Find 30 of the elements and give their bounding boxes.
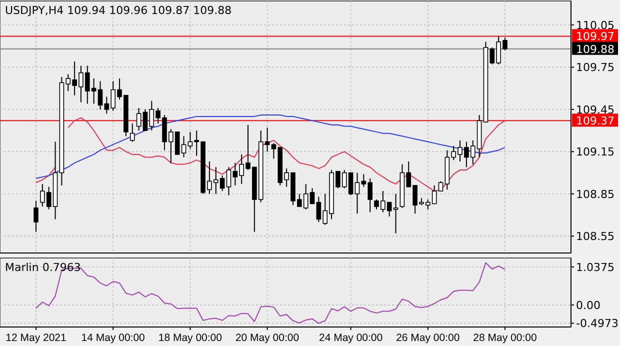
y-tick-label: 110.05 [576, 18, 614, 32]
ref-line-label: 109.97 [576, 30, 614, 44]
candlestick [34, 200, 38, 232]
y-tick-label: 109.75 [576, 61, 614, 74]
chart-title: Marlin 0.7963 [5, 261, 81, 274]
candlestick [136, 107, 142, 132]
candlestick [438, 180, 444, 192]
x-tick-label: 28 May 00:00 [473, 332, 537, 344]
candlestick [354, 172, 360, 214]
y-tick-label: 109.45 [576, 103, 614, 116]
y-tick-label: 108.55 [576, 230, 614, 244]
candlestick [130, 122, 135, 142]
chart-title: USDJPY,H4 109.94 109.96 109.87 109.88 [5, 4, 232, 17]
x-tick-label: 24 May 00:00 [318, 332, 383, 344]
y-tick-label: 1.0375 [576, 260, 614, 274]
y-tick-label: -0.4973 [576, 317, 618, 330]
ref-line-label: 109.88 [576, 42, 614, 56]
y-tick-label: 108.85 [576, 188, 614, 201]
x-tick-label: 26 May 00:00 [396, 332, 460, 344]
x-tick-label: 12 May 2021 [6, 332, 67, 344]
candlestick [181, 136, 186, 158]
candlestick [98, 80, 103, 110]
ref-line-label: 109.37 [576, 114, 614, 128]
candlestick [310, 188, 315, 204]
x-tick-label: 20 May 00:00 [235, 332, 300, 344]
y-tick-label: 0.00 [576, 298, 600, 312]
x-tick-label: 18 May 00:00 [158, 332, 222, 344]
candlestick [226, 166, 232, 196]
y-tick-label: 109.15 [576, 146, 614, 159]
x-tick-label: 14 May 00:00 [81, 332, 146, 344]
